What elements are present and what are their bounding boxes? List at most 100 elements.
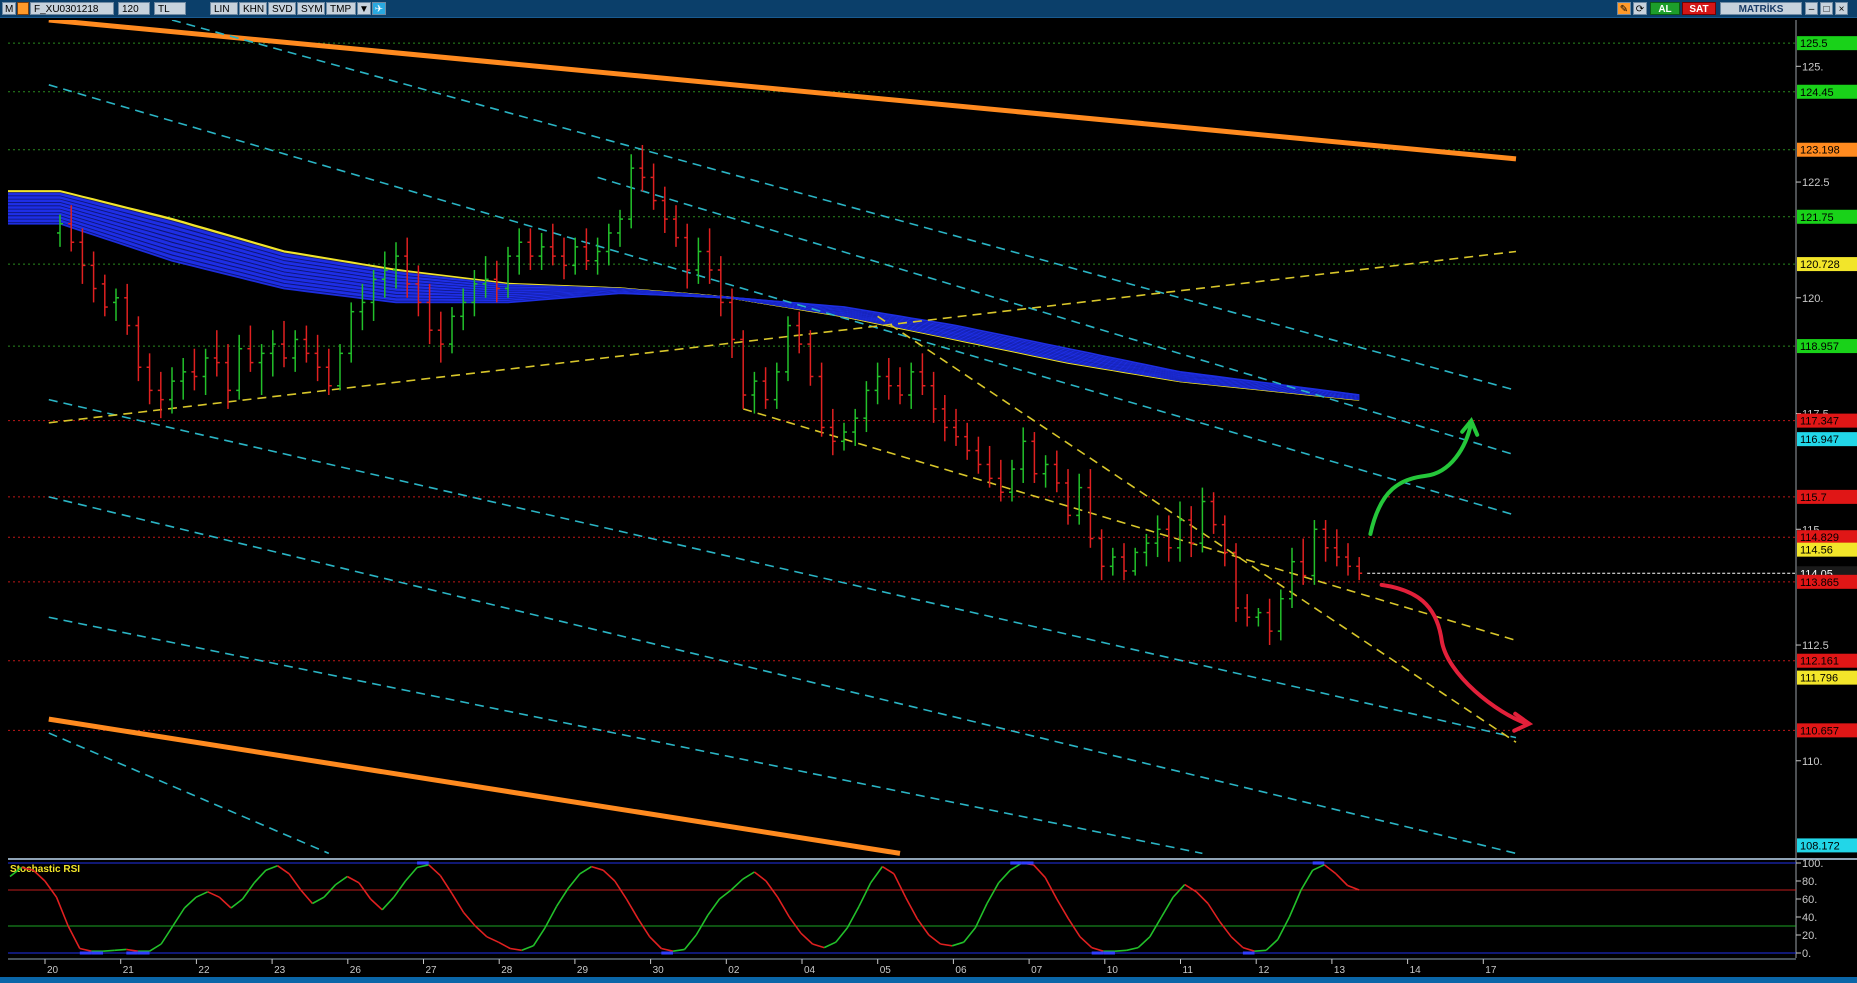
price-tags: 125.5 124.45 123.198 121.75 120.728 118.957 11… — [1797, 36, 1857, 853]
price-tag-box — [1797, 542, 1857, 557]
stoch-segment — [1218, 921, 1232, 938]
ohlc-bar — [941, 395, 948, 442]
toolbar-button-svd[interactable]: SVD — [268, 2, 296, 15]
ohlc-bar — [493, 260, 500, 303]
stoch-segment — [439, 875, 453, 895]
x-tick-label: 13 — [1334, 965, 1346, 976]
ohlc-bar — [1009, 459, 1015, 502]
stoch-tick-label: 20. — [1802, 930, 1817, 942]
ohlc-bar — [919, 353, 926, 396]
minimize-icon[interactable]: – — [1805, 2, 1818, 15]
stoch-segment — [730, 878, 744, 891]
symbol-field[interactable]: F_XU0301218 — [30, 2, 114, 15]
price-tag-box — [1797, 339, 1857, 354]
ohlc-bar — [191, 348, 198, 391]
stoch-segment — [719, 889, 732, 900]
ohlc-bar — [1277, 589, 1284, 641]
toolbar-button-lin[interactable]: LIN — [210, 2, 238, 15]
stoch-segment — [32, 869, 46, 882]
trend-line-cyan — [48, 398, 1517, 739]
price-tag-box — [1797, 530, 1857, 545]
stoch-segment — [661, 947, 674, 952]
stoch-segment — [1323, 864, 1337, 875]
period-field[interactable]: 120 — [118, 2, 150, 15]
price-tag-box — [1797, 838, 1857, 853]
ohlc-bar — [986, 445, 993, 488]
ohlc-bar — [953, 408, 959, 446]
ohlc-bar — [572, 237, 579, 275]
price-tag-label: 115.7 — [1800, 492, 1827, 504]
y-tick-label: 110. — [1802, 756, 1823, 768]
price-tag-label: 114.829 — [1800, 532, 1839, 544]
bird-icon[interactable]: ✈ — [372, 2, 386, 15]
stoch-segment — [102, 949, 115, 952]
stoch-segment — [451, 893, 465, 913]
stoch-tick-label: 40. — [1802, 912, 1817, 924]
stoch-segment — [602, 869, 616, 882]
refresh-icon[interactable]: ⟳ — [1633, 2, 1647, 15]
stoch-segment — [951, 941, 964, 947]
stoch-segment — [323, 884, 337, 898]
ohlc-bar — [527, 228, 534, 271]
ohlc-bar — [68, 205, 75, 252]
ohlc-bar — [964, 422, 971, 460]
stoch-segment — [393, 880, 407, 898]
ohlc-bar — [617, 209, 623, 247]
ohlc-bar — [1132, 547, 1139, 576]
toolbar-button-sym[interactable]: SYM — [297, 2, 325, 15]
ohlc-bar — [1031, 432, 1038, 483]
currency-field[interactable]: TL — [154, 2, 186, 15]
ohlc-bar — [706, 228, 713, 284]
stoch-segment — [637, 918, 651, 938]
ohlc-bar — [650, 163, 657, 210]
ohlc-bar — [583, 228, 590, 271]
stoch-segment — [614, 880, 628, 900]
ohlc-bar — [818, 362, 825, 437]
ohlc-bar — [146, 353, 153, 405]
ohlc-bar — [605, 223, 612, 266]
buy-button[interactable]: AL — [1650, 2, 1680, 15]
stoch-segment — [160, 925, 174, 945]
ohlc-bar — [337, 344, 343, 391]
ohlc-bar — [1188, 506, 1195, 558]
toolbar-button-tmp[interactable]: TMP — [326, 2, 356, 15]
ohlc-bar — [314, 334, 321, 382]
chart-icon[interactable] — [17, 2, 29, 15]
stoch-segment — [172, 907, 186, 927]
toolbar-button-khn[interactable]: KHN — [239, 2, 267, 15]
ohlc-bar — [628, 154, 635, 229]
sell-button[interactable]: SAT — [1682, 2, 1716, 15]
stoch-segment — [1335, 873, 1349, 887]
stoch-segment — [1126, 946, 1139, 952]
stoch-segment — [1242, 946, 1255, 952]
close-icon[interactable]: × — [1835, 2, 1848, 15]
ohlc-bar — [863, 381, 870, 433]
ohlc-bar — [885, 357, 892, 400]
stoch-segment — [300, 889, 314, 905]
price-tag-box — [1797, 36, 1857, 51]
menu-icon[interactable]: M — [2, 2, 16, 15]
ohlc-bar — [1042, 455, 1049, 488]
price-tag-label: 114.56 — [1800, 545, 1833, 557]
stoch-segment — [986, 882, 1000, 904]
stoch-segment — [381, 896, 395, 911]
stoch-segment — [753, 871, 767, 882]
stoch-segment — [404, 866, 418, 882]
price-tag-label: 123.198 — [1800, 145, 1840, 157]
stoch-segment — [998, 869, 1011, 884]
y-tick-label: 122.5 — [1802, 177, 1830, 189]
stoch-segment — [55, 896, 69, 927]
ohlc-bar — [460, 288, 467, 331]
chevron-down-icon[interactable]: ▼ — [357, 2, 371, 15]
ohlc-bar — [325, 348, 332, 396]
price-tag-label: 108.172 — [1800, 840, 1840, 852]
maximize-icon[interactable]: □ — [1820, 2, 1833, 15]
stoch-segment — [1032, 864, 1046, 878]
price-tag-label: 116.947 — [1800, 434, 1839, 446]
pencil-icon[interactable]: ✎ — [1617, 2, 1631, 15]
price-tag-box — [1797, 84, 1857, 99]
stochastic-rsi-panel: Stochastic RSI 100. 80. 60. 40. 20. 0. — [8, 858, 1857, 960]
stoch-segment — [1195, 891, 1209, 905]
ohlc-bar — [1333, 529, 1340, 567]
